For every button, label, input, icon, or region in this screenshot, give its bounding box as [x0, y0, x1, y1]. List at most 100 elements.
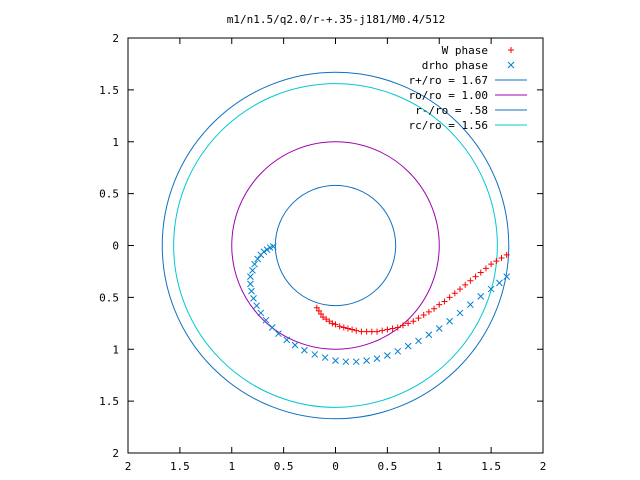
w-phase-point	[477, 269, 484, 276]
w-phase-point	[457, 286, 463, 293]
w-phase-point	[503, 251, 510, 258]
w-phase-point	[451, 290, 458, 297]
w-phase-point	[329, 320, 336, 327]
w-phase-point	[446, 294, 453, 301]
drho-phase-point	[496, 279, 503, 287]
drho-phase-point	[332, 357, 339, 365]
drho-phase-point	[253, 302, 261, 310]
drho-phase-point	[425, 331, 433, 339]
w-phase-point	[374, 328, 380, 335]
x-tick-label: 0.5	[377, 460, 397, 473]
drho-phase-point	[257, 309, 265, 317]
w-phase-point	[349, 326, 356, 333]
legend-label: drho phase	[422, 59, 488, 72]
drho-phase-point	[275, 330, 282, 338]
w-phase-point	[425, 308, 432, 315]
circle-r1-56	[173, 83, 498, 408]
axis-ticks: 2 1.5 1 0.5 0 0.5 1 1.5 221.510.500.511.52	[99, 32, 546, 473]
drho-phase-point	[373, 355, 381, 362]
w-phase-point	[472, 273, 479, 280]
legend-label: W phase	[442, 44, 488, 57]
drho-phase-point	[263, 246, 271, 254]
w-phase-point	[482, 265, 489, 272]
w-phase-point	[340, 324, 347, 331]
x-tick-label: 0.5	[274, 460, 294, 473]
y-tick-label: 2	[112, 32, 119, 45]
w-phase-point	[313, 304, 320, 311]
w-phase-point	[462, 281, 469, 288]
y-tick-label: 2	[112, 447, 119, 460]
circle-r1	[231, 141, 440, 350]
legend: W phase drho phase r+/ro = 1.67 ro/ro = 1.0…	[409, 44, 527, 132]
w-phase-point	[488, 261, 495, 268]
w-phase-point	[493, 258, 500, 265]
legend-label: rc/ro = 1.56	[409, 119, 488, 132]
w-phase-point	[332, 321, 339, 328]
w-phase-point	[317, 310, 324, 317]
drho-phase-point	[268, 324, 276, 331]
radius-circles	[161, 71, 510, 420]
circle-r0-58	[274, 184, 397, 307]
w-phase-point	[326, 318, 333, 325]
drho-phase-point	[254, 255, 262, 263]
w-phase-point	[405, 320, 412, 327]
x-tick-label: 1.5	[170, 460, 190, 473]
drho-phase-point	[257, 251, 265, 259]
y-tick-label: 0.5	[99, 291, 119, 304]
w-phase-point	[415, 315, 422, 322]
w-phase-point	[399, 322, 406, 329]
drho-phase-point	[251, 260, 258, 268]
drho-phase-point	[291, 341, 299, 349]
y-tick-label: 1.5	[99, 84, 119, 97]
w-phase-point	[336, 323, 343, 330]
legend-marker-plus	[508, 47, 514, 53]
drho-phase-point	[301, 346, 308, 354]
phase-points	[247, 243, 511, 366]
drho-phase-point	[311, 351, 319, 358]
drho-phase-point	[321, 354, 329, 361]
legend-marker-cross	[507, 61, 515, 69]
drho-phase-point	[342, 358, 350, 366]
x-tick-label: 0	[332, 460, 339, 473]
x-tick-label: 2	[540, 460, 547, 473]
w-phase-point	[363, 328, 370, 335]
drho-phase-point	[247, 273, 254, 280]
w-phase-point	[436, 301, 443, 308]
drho-phase-point	[262, 316, 270, 324]
drho-phase-point	[266, 244, 274, 251]
drho-phase-point	[249, 267, 256, 274]
drho-phase-point	[487, 285, 495, 293]
w-phase-point	[384, 326, 391, 333]
w-phase-point	[315, 307, 322, 314]
w-phase-point	[379, 327, 386, 334]
drho-phase-point	[467, 301, 474, 308]
w-phase-point	[323, 316, 330, 323]
chart-title: m1/n1.5/q2.0/r-+.35-j181/M0.4/512	[227, 13, 446, 26]
x-tick-label: 2	[125, 460, 132, 473]
w-phase-point	[368, 328, 375, 335]
w-phase-point	[394, 324, 401, 331]
drho-phase-point	[384, 352, 391, 359]
w-phase-point	[467, 277, 474, 284]
y-tick-label: 1.5	[99, 395, 119, 408]
w-phase-point	[358, 328, 365, 335]
drho-phase-point	[248, 287, 255, 295]
w-phase-point	[344, 325, 351, 332]
w-phase-point	[420, 312, 427, 319]
drho-phase-point	[415, 337, 422, 345]
w-phase-point	[389, 325, 396, 332]
drho-phase-point	[250, 295, 257, 302]
y-tick-label: 1	[112, 136, 119, 149]
drho-phase-point	[435, 325, 443, 332]
legend-label: r-/ro = .58	[415, 104, 488, 117]
legend-label: ro/ro = 1.00	[409, 89, 488, 102]
y-tick-label: 0	[112, 240, 119, 253]
w-phase-point	[353, 327, 360, 334]
drho-phase-point	[394, 347, 402, 355]
w-phase-point	[410, 318, 417, 325]
drho-phase-point	[456, 309, 464, 317]
y-tick-label: 1	[112, 343, 119, 356]
legend-label: r+/ro = 1.67	[409, 74, 488, 87]
drho-phase-point	[446, 317, 453, 325]
